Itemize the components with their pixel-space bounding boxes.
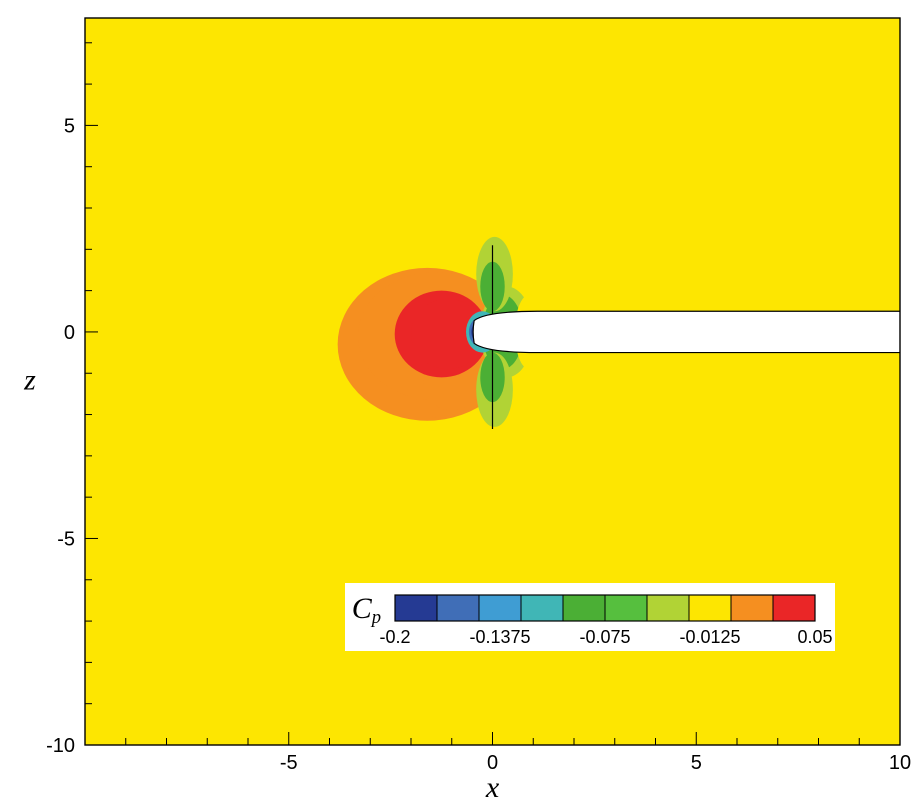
legend-tick-label: -0.2 (379, 627, 410, 647)
contour-plot-svg: -50510-10-505xz-0.2-0.1375-0.075-0.01250… (0, 0, 912, 801)
legend-tick-label: 0.05 (797, 627, 832, 647)
legend-tick-label: -0.075 (579, 627, 630, 647)
chart-stage: -50510-10-505xz-0.2-0.1375-0.075-0.01250… (0, 0, 912, 801)
x-axis-label: x (485, 771, 500, 801)
xtick-label: 10 (889, 752, 911, 774)
ytick-label: 5 (64, 115, 75, 137)
xtick-label: -5 (280, 752, 298, 774)
body-outline (473, 311, 900, 352)
ytick-label: 0 (64, 322, 75, 344)
ytick-label: -5 (57, 528, 75, 550)
ytick-label: -10 (46, 735, 75, 757)
legend-tick-label: -0.0125 (679, 627, 740, 647)
legend-tick-label: -0.1375 (469, 627, 530, 647)
y-axis-label: z (23, 364, 36, 397)
xtick-label: 5 (691, 752, 702, 774)
